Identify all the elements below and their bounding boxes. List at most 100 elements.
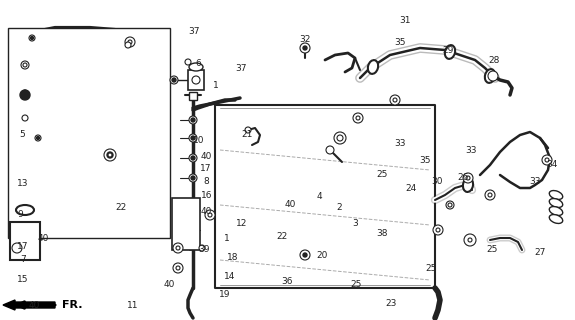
Circle shape bbox=[463, 173, 473, 183]
Text: 39: 39 bbox=[198, 245, 210, 254]
Circle shape bbox=[189, 116, 197, 124]
Circle shape bbox=[172, 78, 176, 82]
Circle shape bbox=[205, 210, 215, 220]
Circle shape bbox=[326, 146, 334, 154]
Circle shape bbox=[173, 263, 183, 273]
Text: 17: 17 bbox=[200, 164, 212, 173]
Text: 6: 6 bbox=[196, 60, 201, 68]
Circle shape bbox=[488, 71, 498, 81]
Circle shape bbox=[30, 36, 33, 39]
Text: 33: 33 bbox=[529, 177, 540, 186]
Text: 1: 1 bbox=[213, 81, 218, 90]
Text: 14: 14 bbox=[224, 272, 236, 281]
Text: 25: 25 bbox=[377, 170, 388, 179]
Text: 27: 27 bbox=[535, 248, 546, 257]
FancyArrow shape bbox=[3, 300, 55, 310]
Text: 25: 25 bbox=[426, 264, 437, 273]
Circle shape bbox=[303, 253, 307, 257]
Ellipse shape bbox=[549, 198, 563, 207]
Ellipse shape bbox=[368, 60, 378, 74]
Circle shape bbox=[356, 116, 360, 120]
Text: 5: 5 bbox=[19, 130, 25, 139]
Text: 17: 17 bbox=[17, 242, 29, 251]
Text: 40: 40 bbox=[200, 152, 212, 161]
Circle shape bbox=[191, 118, 195, 122]
Text: 33: 33 bbox=[394, 139, 405, 148]
Text: 24: 24 bbox=[405, 184, 417, 193]
Circle shape bbox=[189, 134, 197, 142]
Text: 32: 32 bbox=[299, 36, 310, 44]
Circle shape bbox=[334, 132, 346, 144]
Circle shape bbox=[191, 176, 195, 180]
Circle shape bbox=[107, 152, 113, 158]
Circle shape bbox=[468, 238, 472, 242]
Text: 40: 40 bbox=[285, 200, 296, 209]
Text: FR.: FR. bbox=[62, 300, 82, 310]
Circle shape bbox=[353, 113, 363, 123]
Bar bbox=[188, 70, 204, 90]
Text: 16: 16 bbox=[201, 191, 213, 200]
Text: 9: 9 bbox=[17, 210, 23, 219]
Text: 25: 25 bbox=[486, 245, 497, 254]
Text: 21: 21 bbox=[242, 130, 253, 139]
Text: 35: 35 bbox=[394, 38, 406, 47]
Text: 19: 19 bbox=[218, 290, 230, 299]
Text: 37: 37 bbox=[236, 64, 247, 73]
Circle shape bbox=[189, 174, 197, 182]
Circle shape bbox=[192, 76, 200, 84]
Circle shape bbox=[393, 98, 397, 102]
Circle shape bbox=[29, 35, 35, 41]
Text: 37: 37 bbox=[189, 27, 200, 36]
Circle shape bbox=[433, 225, 443, 235]
Circle shape bbox=[176, 246, 180, 250]
Text: 11: 11 bbox=[126, 301, 138, 310]
Circle shape bbox=[446, 201, 454, 209]
Circle shape bbox=[189, 154, 197, 162]
Text: 36: 36 bbox=[282, 277, 293, 286]
Circle shape bbox=[485, 190, 495, 200]
Text: 40: 40 bbox=[37, 234, 49, 243]
Circle shape bbox=[545, 158, 549, 162]
Text: 29: 29 bbox=[443, 46, 454, 55]
Circle shape bbox=[300, 43, 310, 53]
Text: 35: 35 bbox=[420, 156, 431, 165]
Bar bbox=[172, 198, 200, 250]
Text: 25: 25 bbox=[351, 280, 362, 289]
Text: 18: 18 bbox=[227, 253, 239, 262]
Text: 1: 1 bbox=[224, 234, 230, 243]
Circle shape bbox=[191, 156, 195, 160]
Text: 15: 15 bbox=[17, 276, 29, 284]
Circle shape bbox=[436, 228, 440, 232]
Ellipse shape bbox=[16, 205, 34, 215]
Circle shape bbox=[35, 135, 41, 141]
Text: 8: 8 bbox=[203, 177, 209, 186]
Text: 7: 7 bbox=[20, 255, 26, 264]
Circle shape bbox=[208, 213, 212, 217]
Bar bbox=[10, 222, 40, 260]
Circle shape bbox=[173, 243, 183, 253]
Text: 28: 28 bbox=[489, 56, 500, 65]
Ellipse shape bbox=[549, 206, 563, 215]
Circle shape bbox=[22, 115, 28, 121]
Text: 2: 2 bbox=[336, 204, 342, 212]
Text: 23: 23 bbox=[385, 300, 397, 308]
Text: 26: 26 bbox=[457, 173, 469, 182]
Text: 4: 4 bbox=[317, 192, 323, 201]
Text: 12: 12 bbox=[236, 220, 247, 228]
Text: 22: 22 bbox=[115, 204, 126, 212]
Circle shape bbox=[23, 90, 27, 94]
Text: 34: 34 bbox=[546, 160, 558, 169]
Circle shape bbox=[104, 149, 116, 161]
Circle shape bbox=[542, 155, 552, 165]
Circle shape bbox=[12, 243, 22, 253]
Circle shape bbox=[191, 136, 195, 140]
Bar bbox=[189, 92, 197, 100]
Text: 20: 20 bbox=[316, 252, 328, 260]
Text: 3: 3 bbox=[352, 220, 358, 228]
Text: 33: 33 bbox=[466, 146, 477, 155]
Ellipse shape bbox=[445, 45, 455, 59]
Circle shape bbox=[170, 76, 178, 84]
Text: 40: 40 bbox=[164, 280, 175, 289]
Circle shape bbox=[176, 266, 180, 270]
Text: 30: 30 bbox=[431, 177, 443, 186]
